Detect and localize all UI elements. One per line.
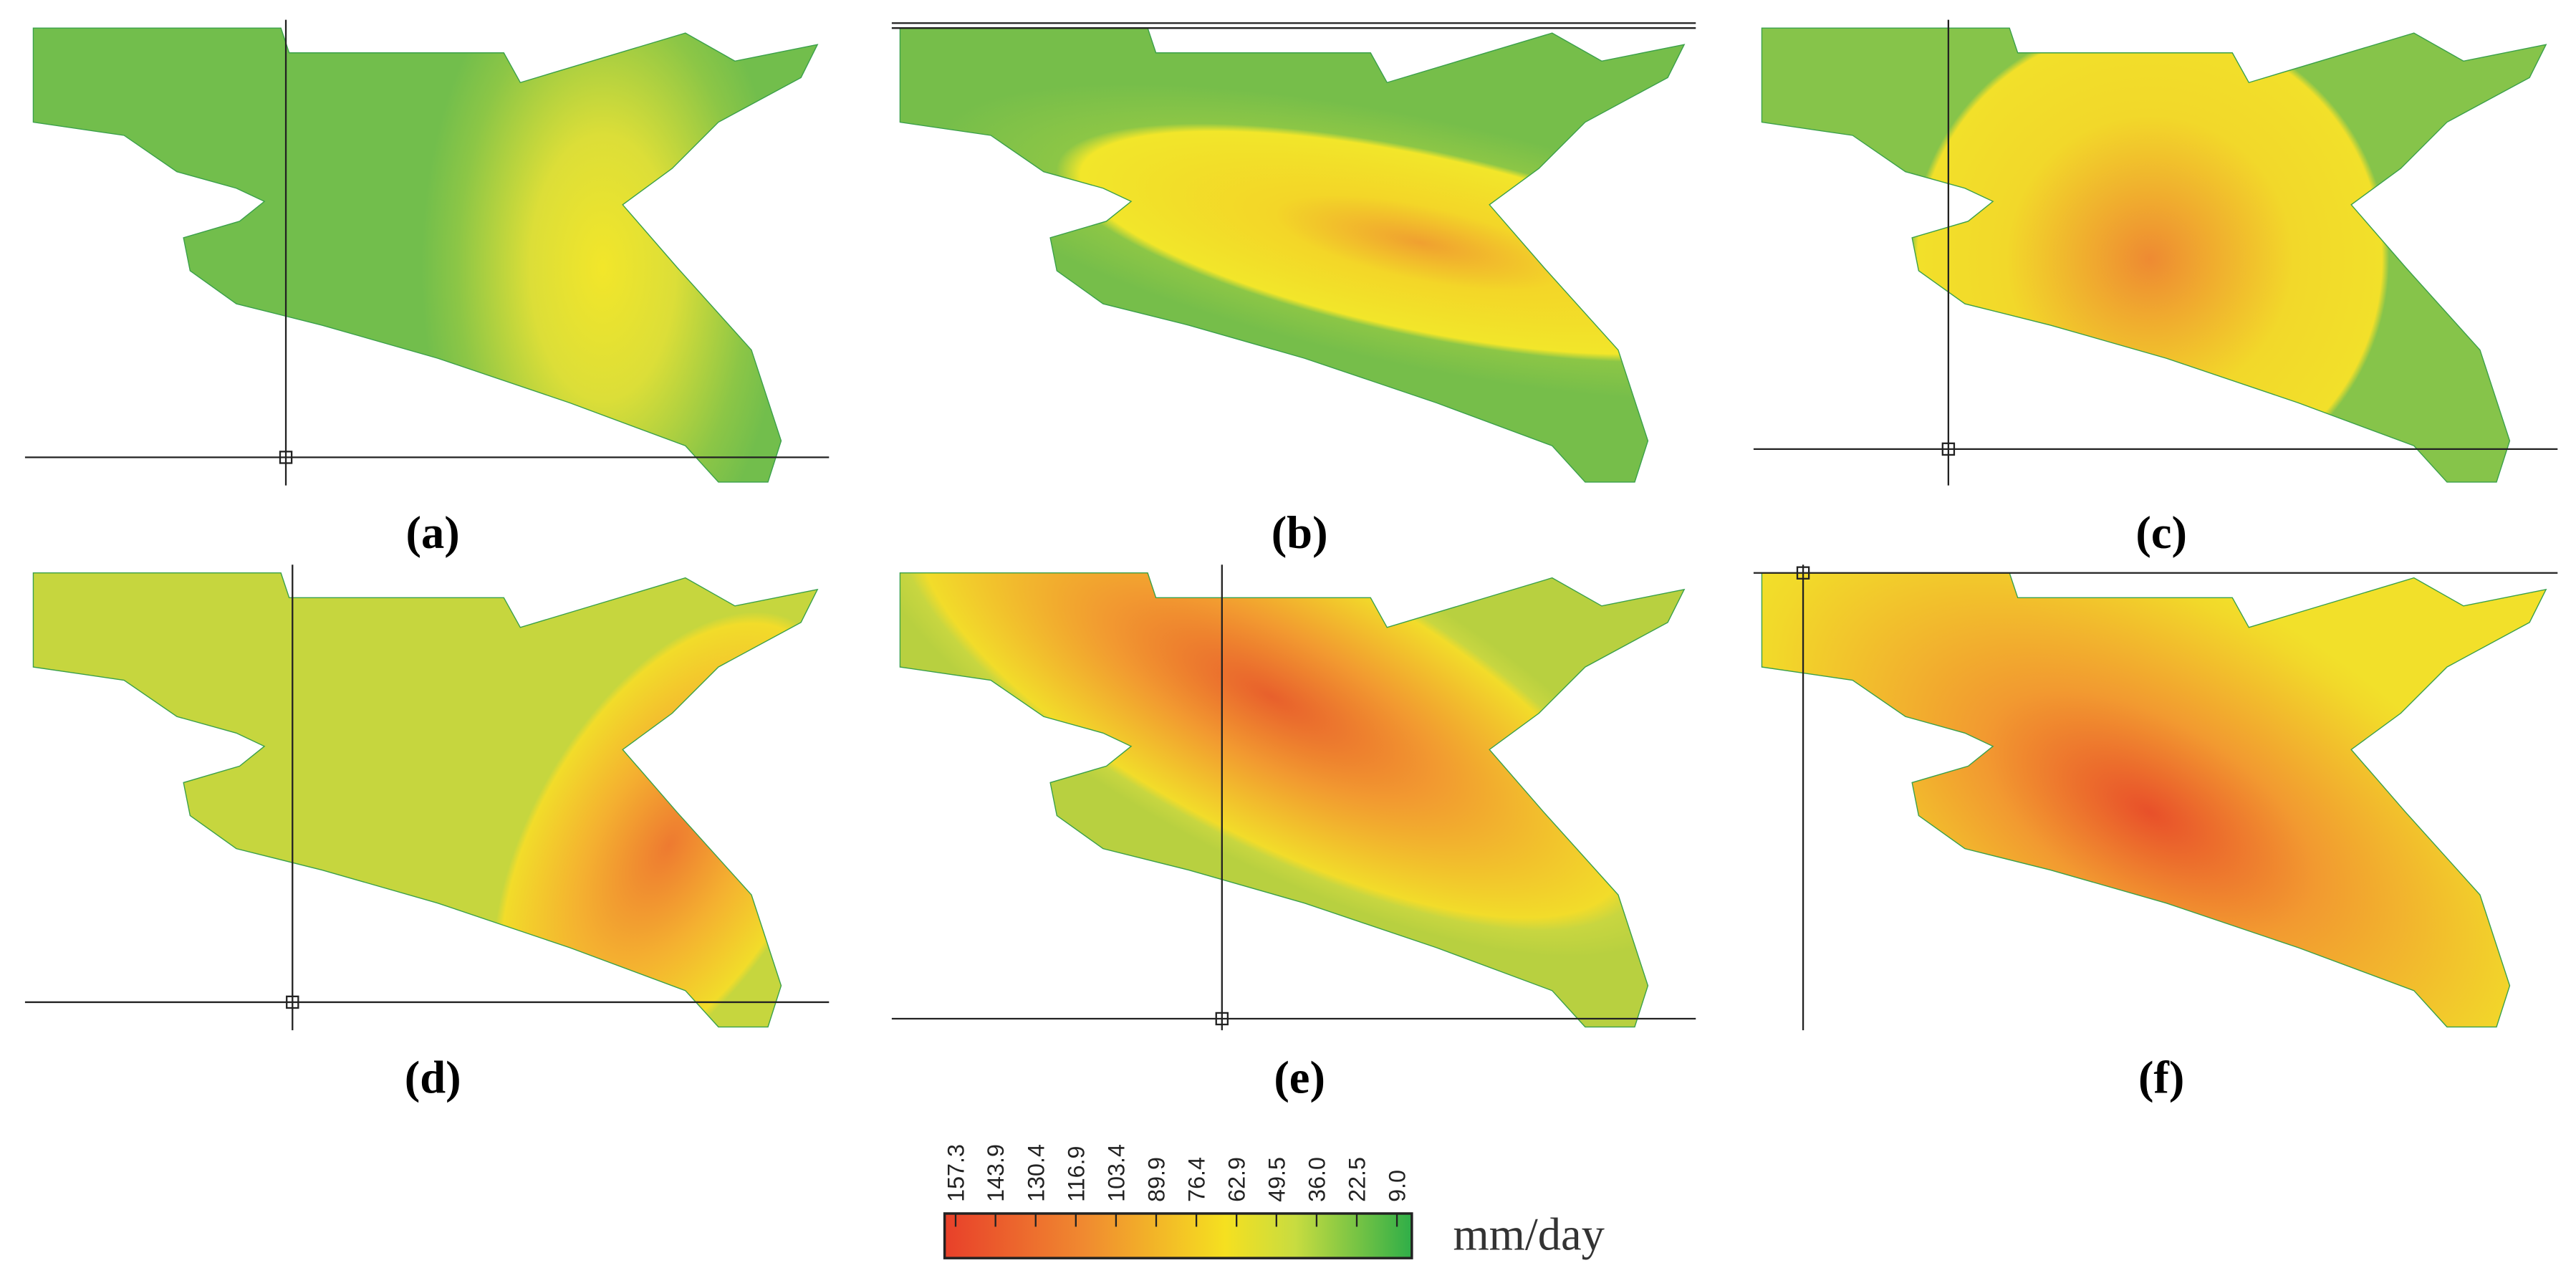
- rainfall-field: [899, 572, 1686, 1028]
- map-panel: [891, 22, 1696, 483]
- crosshair-marker: [1941, 442, 1956, 456]
- colorbar-tick-label: 36.0: [1304, 1157, 1330, 1202]
- panel-label: (e): [1274, 1052, 1325, 1103]
- panel-label: (c): [2135, 506, 2187, 558]
- colorbar-tick-label: 22.5: [1345, 1157, 1370, 1202]
- colorbar-tick-label: 157.3: [943, 1144, 969, 1202]
- colorbar-tick-label: 143.9: [983, 1144, 1009, 1202]
- colorbar-tick-label: 76.4: [1184, 1157, 1210, 1202]
- colorbar-tick-label: 116.9: [1063, 1146, 1089, 1202]
- crosshair-marker: [286, 995, 299, 1009]
- map-panel: [1753, 19, 2558, 486]
- panel-label: (b): [1272, 506, 1328, 558]
- rainfall-field: [1761, 572, 2547, 1028]
- colorbar-tick-label: 130.4: [1023, 1144, 1049, 1202]
- rainfall-field: [32, 572, 819, 1028]
- crosshair-marker: [279, 451, 293, 464]
- colorbar-tick-label: 103.4: [1103, 1144, 1129, 1202]
- map-panel: [891, 565, 1696, 1031]
- panel-label: (a): [406, 506, 460, 558]
- rainfall-field: [1761, 27, 2547, 483]
- colorbar-tick-label: 89.9: [1144, 1157, 1170, 1202]
- panel-label: (f): [2138, 1052, 2184, 1103]
- rainfall-field: [32, 27, 819, 483]
- panel-label: (d): [405, 1052, 461, 1103]
- map-panel: [1753, 565, 2558, 1031]
- colorbar-tick-label: 62.9: [1224, 1157, 1250, 1202]
- rainfall-field: [899, 27, 1686, 483]
- colorbar: [943, 1212, 1413, 1259]
- colorbar-unit: mm/day: [1453, 1209, 1604, 1260]
- map-panel: [24, 565, 830, 1031]
- colorbar-tick-label: 49.5: [1264, 1157, 1289, 1202]
- crosshair-marker: [1796, 566, 1810, 580]
- crosshair-marker: [1215, 1012, 1229, 1026]
- map-panel: [24, 19, 830, 486]
- colorbar-tick-label: 9.0: [1385, 1170, 1410, 1202]
